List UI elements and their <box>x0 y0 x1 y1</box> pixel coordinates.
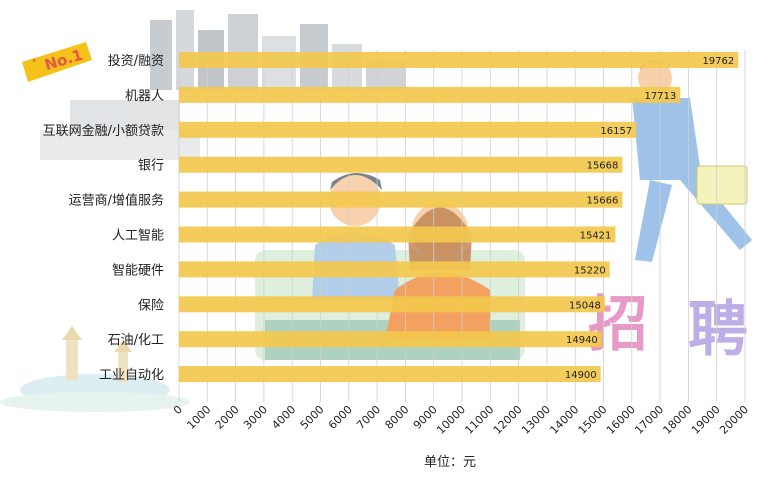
category-label: 机器人 <box>125 89 164 104</box>
x-tick-label: 13000 <box>519 403 553 437</box>
category-label: 智能硬件 <box>112 263 164 278</box>
x-tick-labels: 0 1000 2000 3000 4000 5000 6000 7000 8000 9000100… <box>171 403 751 437</box>
value-label: 15048 <box>569 300 601 311</box>
category-label: 运营商/增值服务 <box>69 193 164 209</box>
bar <box>179 156 623 173</box>
category-label: 保险 <box>138 298 164 313</box>
badge-text: No.1 <box>42 46 85 75</box>
category-labels: 投资/融资机器人互联网金融/小额贷款银行运营商/增值服务人工智能智能硬件保险石油… <box>43 53 164 383</box>
bars <box>179 52 739 383</box>
category-label: 人工智能 <box>112 229 164 244</box>
category-label: 工业自动化 <box>99 368 164 383</box>
value-label: 14900 <box>565 370 597 381</box>
value-label: 19762 <box>702 56 734 67</box>
x-tick-label: 15000 <box>576 403 610 437</box>
bar <box>179 86 681 103</box>
x-tick-label: 12000 <box>491 403 525 437</box>
value-label: 15668 <box>587 161 619 172</box>
bar <box>179 52 739 68</box>
x-axis-label: 单位：元 <box>424 455 476 470</box>
x-tick-label: 2000 <box>213 403 242 432</box>
running-man-illustration <box>632 60 752 262</box>
x-tick-label: 8000 <box>383 403 412 432</box>
category-label: 石油/化工 <box>108 333 164 348</box>
value-label: 15421 <box>580 231 612 242</box>
x-tick-label: 4000 <box>269 403 298 432</box>
svg-text:聘: 聘 <box>688 295 748 365</box>
bar <box>179 366 601 383</box>
x-tick-label: 1000 <box>184 403 213 432</box>
x-tick-label: 7000 <box>354 403 383 432</box>
x-tick-label: 5000 <box>298 403 327 432</box>
crown-icon: ♛ <box>32 58 36 64</box>
x-tick-label: 3000 <box>241 403 270 432</box>
value-label: 16157 <box>600 126 632 137</box>
value-label: 17713 <box>644 91 676 102</box>
x-tick-label: 17000 <box>632 403 666 437</box>
lake-pagoda-illustration <box>0 326 190 412</box>
x-tick-label: 16000 <box>604 403 638 437</box>
x-tick-label: 11000 <box>462 403 496 437</box>
x-tick-label: 10000 <box>434 403 468 437</box>
bar <box>179 191 623 208</box>
value-label: 14940 <box>566 335 598 346</box>
x-tick-label: 14000 <box>547 403 581 437</box>
category-label: 投资/融资 <box>108 53 164 69</box>
number-one-badge: ♛ No.1 <box>22 42 92 82</box>
x-tick-label: 6000 <box>326 403 355 432</box>
bar <box>179 296 605 313</box>
value-label: 15220 <box>574 265 606 276</box>
category-label: 互联网金融/小额贷款 <box>43 123 164 139</box>
x-tick-label: 18000 <box>661 403 695 437</box>
value-label: 15666 <box>587 196 619 207</box>
x-tick-label: 19000 <box>689 403 723 437</box>
category-label: 银行 <box>138 159 164 174</box>
bar <box>179 331 602 348</box>
recruiting-decoration: 招 聘 <box>588 290 748 365</box>
bar <box>179 121 637 138</box>
x-tick-label: 20000 <box>717 403 751 437</box>
bar <box>179 226 616 243</box>
value-labels: 19762 17713 16157 15668 15666 15421 15220 15048… <box>565 56 734 381</box>
background-illustration: 招 聘 ♛ No.1 <box>0 10 752 412</box>
bar <box>179 261 610 278</box>
